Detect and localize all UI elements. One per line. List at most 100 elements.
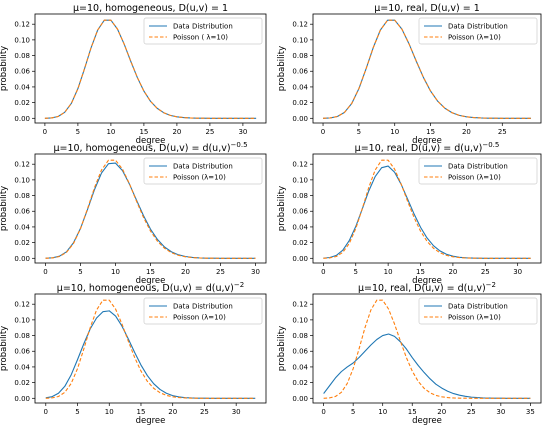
plot-frame bbox=[312, 153, 542, 264]
plot-frame bbox=[34, 13, 267, 124]
x-tick-label: 15 bbox=[139, 128, 148, 136]
legend-label: Data Distribution bbox=[173, 303, 233, 311]
x-tick-label: 10 bbox=[106, 128, 115, 136]
y-tick-label: 0.10 bbox=[292, 316, 308, 324]
legend-box bbox=[143, 157, 263, 185]
series-line-poisson bbox=[44, 19, 257, 119]
y-tick-label: 0.02 bbox=[292, 379, 308, 387]
y-tick-label: 0.00 bbox=[292, 255, 308, 263]
y-tick-label: 0.06 bbox=[292, 68, 308, 76]
y-tick-label: 0.04 bbox=[14, 223, 30, 231]
legend: Data Distribution Poisson (λ=10) bbox=[143, 297, 263, 325]
series-line-data-distribution bbox=[45, 310, 256, 399]
chart-title-exponent: −2 bbox=[234, 281, 244, 289]
chart-title: μ=10, homogeneous, D(u,v) = 1 bbox=[73, 3, 228, 14]
y-tick-label: 0.12 bbox=[14, 21, 30, 29]
x-tick-label: 35 bbox=[526, 408, 535, 416]
x-tick-label: 0 bbox=[44, 408, 48, 416]
series-line-poisson bbox=[323, 19, 531, 119]
chart-panel-1: 0 5 10 15 20 25 30 0.00 0.02 0.04 0.06 0.08 0.10 0.12… bbox=[0, 3, 267, 146]
x-tick-label: 10 bbox=[378, 408, 387, 416]
y-tick-label: 0.12 bbox=[14, 301, 30, 309]
y-tick-label: 0.06 bbox=[14, 68, 30, 76]
x-tick-label: 0 bbox=[43, 268, 47, 276]
x-tick-label: 30 bbox=[232, 408, 241, 416]
x-tick-label: 5 bbox=[354, 268, 358, 276]
y-tick-label: 0.10 bbox=[14, 36, 30, 44]
legend: Data Distribution Poisson (λ=10) bbox=[418, 157, 538, 185]
chart-title: μ=10, real, D(u,v) = d(u,v)−0.5 bbox=[355, 141, 500, 154]
chart-title-exponent: −2 bbox=[486, 281, 496, 289]
legend: Data Distribution Poisson ( λ=10) bbox=[143, 17, 263, 45]
x-tick-label: 25 bbox=[481, 268, 490, 276]
chart-panel-6: 0 5 10 15 20 25 30 35 0.00 0.02 0.04 0.06 0.08 0.10 0.… bbox=[277, 281, 542, 425]
x-axis-label: degree bbox=[136, 276, 166, 286]
chart-panel-2: 0 5 10 15 20 25 0.00 0.02 0.04 0.06 0.08 0.10 0.12 de… bbox=[277, 3, 542, 146]
y-tick-label: 0.12 bbox=[292, 161, 308, 169]
x-tick-label: 25 bbox=[467, 408, 476, 416]
series-line-poisson bbox=[323, 299, 531, 399]
y-tick-label: 0.10 bbox=[292, 36, 308, 44]
x-tick-label: 20 bbox=[181, 268, 190, 276]
y-axis-label: probability bbox=[0, 326, 9, 371]
legend-label: Data Distribution bbox=[448, 23, 508, 31]
x-tick-label: 20 bbox=[448, 268, 457, 276]
legend-label: Poisson (λ=10) bbox=[448, 34, 501, 42]
x-tick-label: 0 bbox=[321, 128, 325, 136]
y-tick-label: 0.00 bbox=[292, 115, 308, 123]
y-tick-label: 0.12 bbox=[292, 301, 308, 309]
chart-title-exponent: −0.5 bbox=[231, 141, 248, 149]
x-tick-label: 15 bbox=[137, 408, 146, 416]
x-tick-label: 5 bbox=[76, 128, 80, 136]
x-tick-label: 0 bbox=[321, 268, 325, 276]
x-tick-label: 20 bbox=[437, 408, 446, 416]
x-tick-label: 30 bbox=[251, 268, 260, 276]
y-tick-label: 0.06 bbox=[14, 208, 30, 216]
legend-label: Data Distribution bbox=[173, 23, 233, 31]
y-tick-label: 0.00 bbox=[14, 395, 30, 403]
y-tick-label: 0.06 bbox=[14, 348, 30, 356]
y-tick-label: 0.06 bbox=[292, 348, 308, 356]
x-tick-label: 10 bbox=[384, 268, 393, 276]
plot-frame bbox=[312, 293, 542, 404]
x-tick-label: 25 bbox=[205, 128, 214, 136]
y-tick-label: 0.10 bbox=[14, 176, 30, 184]
x-axis-label: degree bbox=[136, 416, 166, 425]
legend: Data Distribution Poisson (λ=10) bbox=[143, 157, 263, 185]
x-tick-label: 10 bbox=[111, 268, 120, 276]
x-tick-label: 30 bbox=[496, 408, 505, 416]
x-tick-label: 15 bbox=[426, 128, 435, 136]
y-tick-label: 0.02 bbox=[292, 239, 308, 247]
legend: Data Distribution Poisson (λ=10) bbox=[418, 17, 538, 45]
y-tick-label: 0.08 bbox=[14, 332, 30, 340]
y-tick-label: 0.08 bbox=[14, 192, 30, 200]
y-tick-label: 0.04 bbox=[292, 223, 308, 231]
x-tick-label: 30 bbox=[238, 128, 247, 136]
series-line-data-distribution bbox=[323, 333, 531, 399]
x-tick-label: 30 bbox=[513, 268, 522, 276]
y-tick-label: 0.12 bbox=[14, 161, 30, 169]
x-tick-label: 20 bbox=[172, 128, 181, 136]
series-line-poisson bbox=[45, 299, 256, 399]
y-tick-label: 0.00 bbox=[14, 115, 30, 123]
chart-panel-4: 0 5 10 15 20 25 30 0.00 0.02 0.04 0.06 0.08 0.10 0.12… bbox=[277, 141, 542, 286]
series-line-poisson bbox=[45, 159, 256, 259]
y-axis-label: probability bbox=[0, 186, 9, 231]
y-tick-label: 0.08 bbox=[292, 192, 308, 200]
y-tick-label: 0.12 bbox=[292, 21, 308, 29]
legend: Data Distribution Poisson (λ=10) bbox=[418, 297, 538, 325]
y-tick-label: 0.08 bbox=[292, 52, 308, 60]
legend-label: Poisson (λ=10) bbox=[173, 174, 226, 182]
y-tick-label: 0.06 bbox=[292, 208, 308, 216]
y-tick-label: 0.02 bbox=[14, 239, 30, 247]
legend-box bbox=[143, 17, 263, 45]
y-axis-label: probability bbox=[277, 46, 287, 91]
legend-label: Data Distribution bbox=[448, 303, 508, 311]
y-tick-label: 0.08 bbox=[292, 332, 308, 340]
x-tick-label: 10 bbox=[390, 128, 399, 136]
x-tick-label: 20 bbox=[168, 408, 177, 416]
y-tick-label: 0.08 bbox=[14, 52, 30, 60]
legend-box bbox=[418, 17, 538, 45]
y-tick-label: 0.02 bbox=[292, 99, 308, 107]
